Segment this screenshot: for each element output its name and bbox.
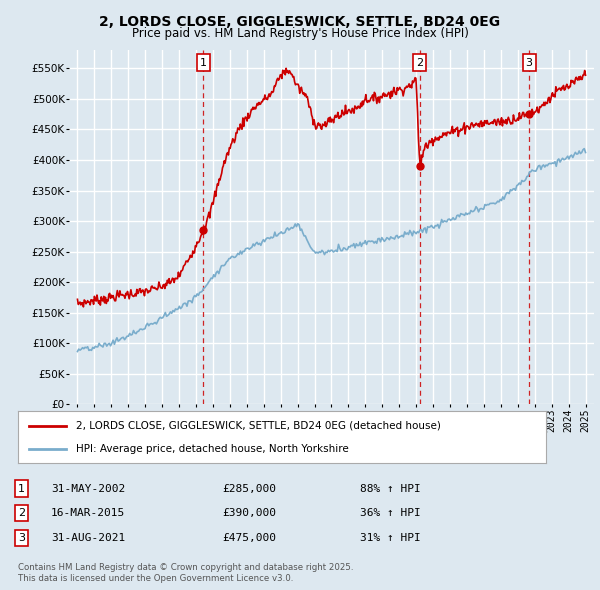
Text: 31% ↑ HPI: 31% ↑ HPI — [360, 533, 421, 543]
Text: 88% ↑ HPI: 88% ↑ HPI — [360, 484, 421, 493]
Text: 3: 3 — [526, 58, 533, 67]
Text: 2, LORDS CLOSE, GIGGLESWICK, SETTLE, BD24 0EG (detached house): 2, LORDS CLOSE, GIGGLESWICK, SETTLE, BD2… — [76, 421, 441, 431]
Text: £390,000: £390,000 — [222, 509, 276, 518]
Text: £475,000: £475,000 — [222, 533, 276, 543]
Text: 31-MAY-2002: 31-MAY-2002 — [51, 484, 125, 493]
Text: HPI: Average price, detached house, North Yorkshire: HPI: Average price, detached house, Nort… — [76, 444, 349, 454]
Text: 2: 2 — [416, 58, 423, 67]
Text: Contains HM Land Registry data © Crown copyright and database right 2025.
This d: Contains HM Land Registry data © Crown c… — [18, 563, 353, 583]
Text: 1: 1 — [18, 484, 25, 493]
Text: 16-MAR-2015: 16-MAR-2015 — [51, 509, 125, 518]
Text: £285,000: £285,000 — [222, 484, 276, 493]
Text: 36% ↑ HPI: 36% ↑ HPI — [360, 509, 421, 518]
Text: 2: 2 — [18, 509, 25, 518]
Text: 2, LORDS CLOSE, GIGGLESWICK, SETTLE, BD24 0EG: 2, LORDS CLOSE, GIGGLESWICK, SETTLE, BD2… — [100, 15, 500, 29]
Text: 3: 3 — [18, 533, 25, 543]
Text: Price paid vs. HM Land Registry's House Price Index (HPI): Price paid vs. HM Land Registry's House … — [131, 27, 469, 40]
Text: 31-AUG-2021: 31-AUG-2021 — [51, 533, 125, 543]
Text: 1: 1 — [200, 58, 206, 67]
